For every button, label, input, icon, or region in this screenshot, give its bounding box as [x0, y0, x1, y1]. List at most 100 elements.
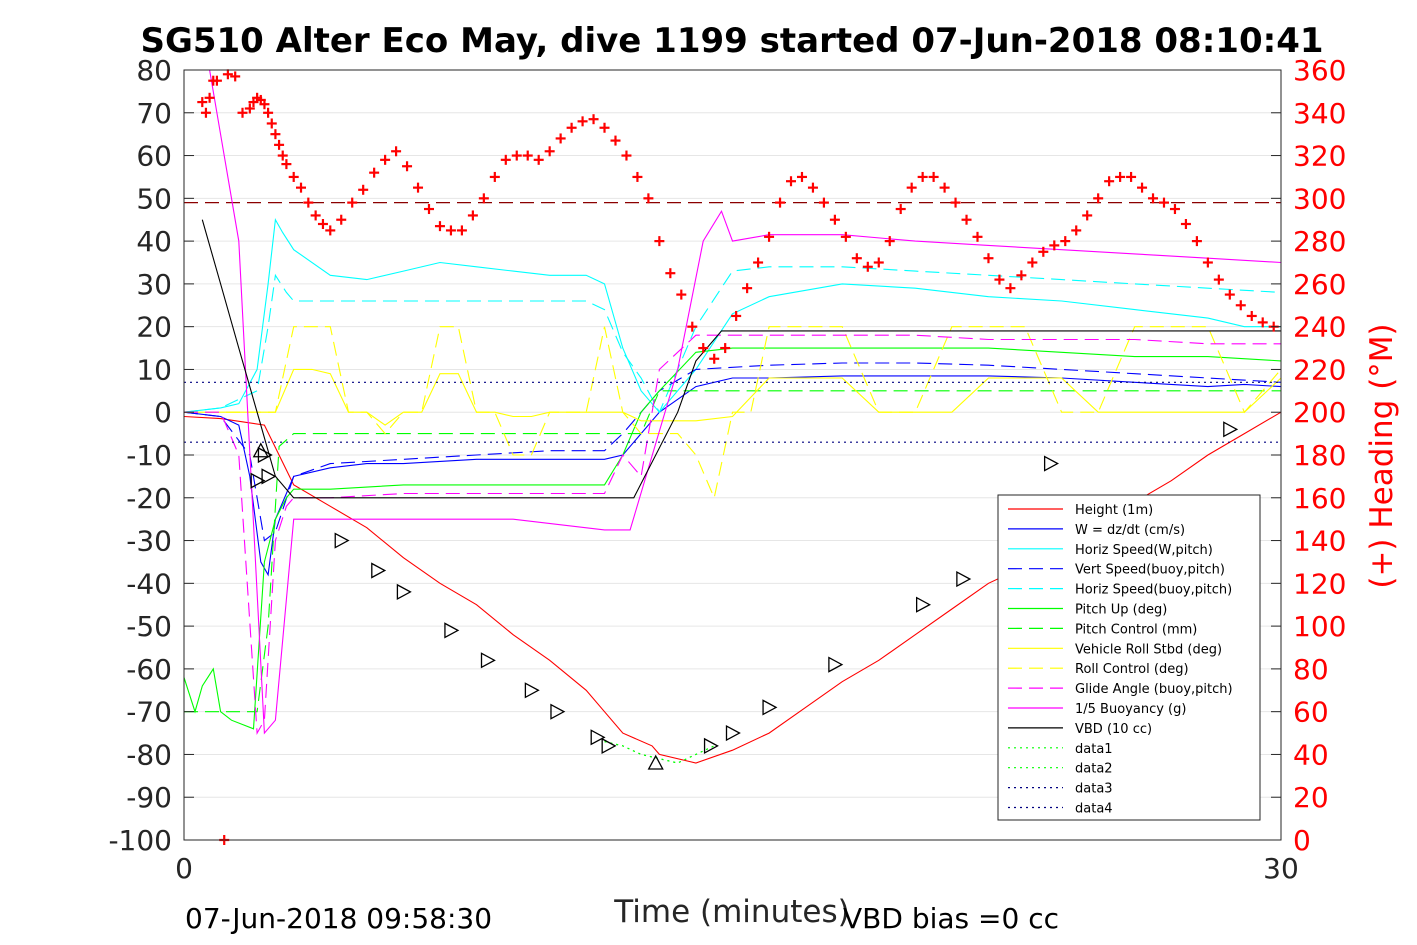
heading-point-61: [720, 343, 731, 354]
heading-point-99: [1137, 182, 1148, 193]
legend-entry-8: Roll Control (deg): [1008, 662, 1189, 677]
y-right-tick-label-8: 200: [1293, 396, 1346, 429]
y-right-tick-label-1: 340: [1293, 97, 1346, 130]
right-triangle-marker-15: [828, 656, 844, 673]
heading-point-96: [1104, 176, 1115, 187]
legend-entry-11: VBD (10 cc): [1008, 722, 1152, 737]
heading-point-14: [263, 107, 274, 118]
legend-entry-14: data3: [1008, 782, 1113, 797]
x-tick-label-1: 30: [1263, 852, 1299, 885]
heading-point-16: [270, 129, 281, 140]
right-triangle-marker-6: [444, 622, 460, 639]
heading-point-65: [764, 231, 775, 242]
right-triangle-marker-17: [956, 570, 972, 588]
right-axis-label: (+) Heading (°M): [1364, 323, 1400, 588]
heading-point-101: [1158, 197, 1169, 208]
legend-entry-9: Glide Angle (buoy,pitch): [1008, 682, 1233, 697]
heading-point-87: [1005, 283, 1016, 294]
heading-point-37: [456, 225, 467, 236]
right-triangle-marker-4: [371, 562, 387, 579]
series-line-2: [183, 217, 1281, 414]
heading-point-42: [511, 150, 522, 161]
series-line-9: [184, 334, 1281, 735]
heading-point-19: [281, 159, 292, 170]
heading-point-93: [1071, 225, 1082, 236]
right-triangle-marker-12: [703, 737, 719, 754]
heading-point-60: [709, 353, 720, 364]
legend-entry-1: W = dz/dt (cm/s): [1008, 523, 1185, 538]
heading-point-15: [266, 118, 277, 129]
heading-point-84: [972, 231, 983, 242]
y-tick-label-6: 20: [136, 311, 172, 344]
y-tick-label-3: 50: [136, 182, 172, 215]
heading-point-20: [288, 171, 299, 182]
y-tick-label-5: 30: [136, 268, 172, 301]
y-right-tick-label-3: 300: [1293, 182, 1346, 215]
chart-title: SG510 Alter Eco May, dive 1199 started 0…: [140, 21, 1323, 61]
heading-point-80: [928, 171, 939, 182]
heading-point-68: [796, 171, 807, 182]
heading-point-63: [742, 283, 753, 294]
right-triangle-marker-2: [261, 468, 277, 485]
right-triangle-marker-0: [250, 472, 266, 489]
y-right-tick-label-13: 100: [1293, 610, 1346, 643]
heading-point-18: [277, 150, 288, 161]
heading-point-23: [310, 210, 321, 221]
right-triangle-marker-11: [601, 737, 617, 754]
legend-entry-10: 1/5 Buoyancy (g): [1008, 702, 1186, 717]
heading-point-107: [1224, 289, 1235, 300]
heading-point-105: [1202, 257, 1213, 268]
right-triangle-marker-18: [1043, 455, 1060, 472]
series-line-8: [184, 326, 1282, 500]
heading-point-41: [500, 154, 511, 165]
y-right-tick-label-4: 280: [1293, 225, 1346, 258]
heading-point-67: [786, 176, 797, 187]
legend-entry-5: Pitch Up (deg): [1008, 603, 1167, 618]
legend-label-12: data1: [1075, 742, 1113, 757]
x-tick-label-0: 0: [175, 852, 193, 885]
legend-label-7: Vehicle Roll Stbd (deg): [1075, 642, 1222, 657]
up-triangle-marker-0: [252, 442, 269, 458]
heading-point-70: [818, 197, 829, 208]
vbd-bias-footer: VBD bias =0 cc: [843, 902, 1059, 935]
legend-entry-0: Height (1m): [1008, 503, 1153, 518]
heading-point-64: [753, 257, 764, 268]
heading-point-98: [1126, 171, 1137, 182]
y-tick-label-8: 0: [154, 396, 172, 429]
legend-label-4: Horiz Speed(buoy,pitch): [1075, 583, 1232, 598]
heading-point-2: [204, 92, 215, 103]
y-right-tick-label-14: 80: [1293, 653, 1329, 686]
timestamp-footer: 07-Jun-2018 09:58:30: [185, 902, 492, 935]
heading-point-57: [676, 289, 687, 300]
heading-point-92: [1060, 236, 1071, 247]
heading-point-78: [906, 182, 917, 193]
y-tick-label-0: 80: [136, 54, 172, 87]
heading-point-51: [610, 135, 621, 146]
heading-point-59: [698, 343, 709, 354]
heading-point-6: [222, 69, 233, 80]
heading-point-32: [402, 161, 413, 172]
heading-point-89: [1027, 257, 1038, 268]
y-tick-label-1: 70: [136, 97, 172, 130]
legend-entry-15: data4: [1008, 802, 1113, 817]
heading-point-26: [336, 214, 347, 225]
heading-point-82: [950, 197, 961, 208]
heading-point-38: [467, 210, 478, 221]
series-line-11: [201, 219, 1281, 499]
heading-point-90: [1038, 246, 1049, 257]
y-tick-label-16: -80: [126, 738, 172, 771]
heading-point-71: [829, 214, 840, 225]
series-line-13: [604, 741, 715, 764]
legend-entry-12: data1: [1008, 742, 1113, 757]
y-tick-label-9: -10: [126, 439, 172, 472]
heading-point-22: [303, 197, 314, 208]
heading-point-29: [369, 167, 380, 178]
heading-point-79: [917, 171, 928, 182]
x-axis-label: Time (minutes): [613, 894, 849, 930]
heading-point-46: [555, 133, 566, 144]
right-triangle-marker-9: [550, 703, 566, 720]
heading-point-77: [895, 204, 906, 215]
heading-point-75: [873, 257, 884, 268]
legend-label-15: data4: [1075, 802, 1113, 817]
